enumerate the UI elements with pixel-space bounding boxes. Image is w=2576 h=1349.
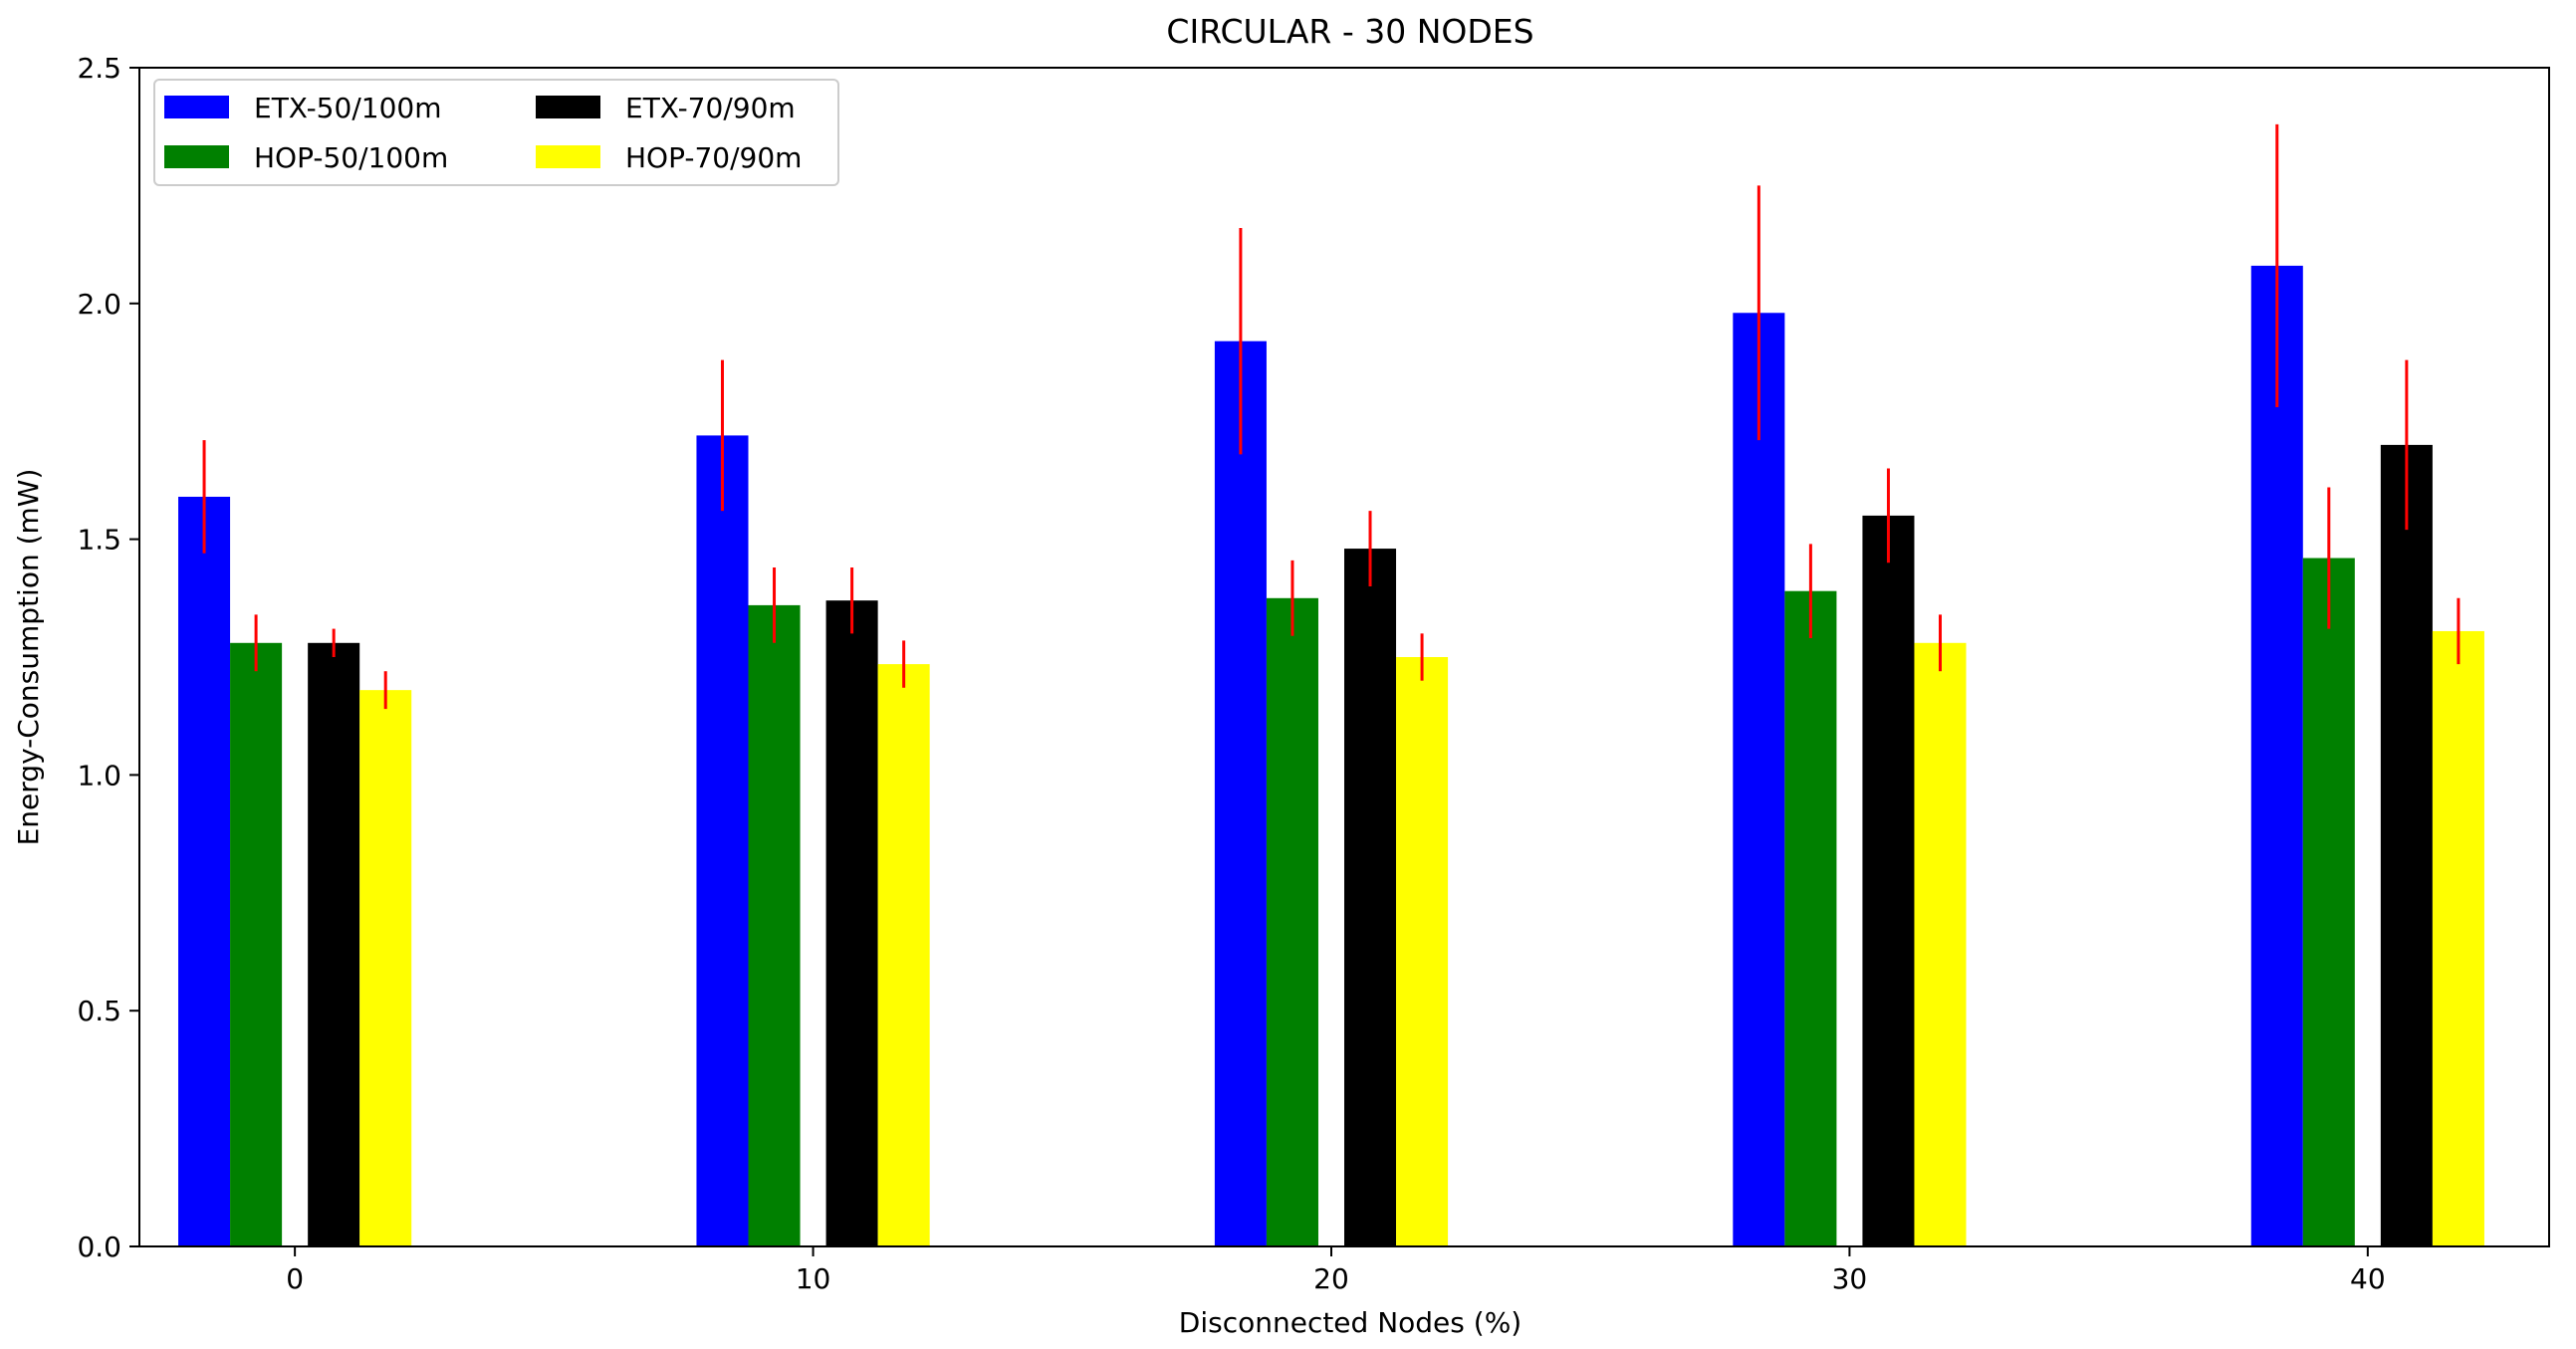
error-bars-layer — [202, 123, 2460, 710]
legend-label-HOP-70/90m: HOP-70/90m — [625, 141, 802, 174]
x-tick-label: 20 — [1313, 1262, 1349, 1295]
bar-ETX-50/100m-10 — [696, 435, 749, 1247]
x-axis-label: Disconnected Nodes (%) — [1179, 1306, 1522, 1339]
x-tick-label: 0 — [286, 1262, 304, 1295]
bar-HOP-50/100m-0 — [230, 642, 283, 1246]
bar-HOP-70/90m-10 — [877, 664, 930, 1246]
legend-swatch-ETX-70/90m — [536, 96, 600, 118]
bar-ETX-50/100m-20 — [1214, 340, 1267, 1246]
bar-ETX-50/100m-30 — [1733, 313, 1785, 1247]
chart-title: CIRCULAR - 30 NODES — [1166, 12, 1533, 51]
legend-frame — [153, 79, 839, 186]
y-tick-label: 2.5 — [77, 52, 121, 85]
y-tick-label: 1.5 — [77, 524, 121, 557]
bar-ETX-70/90m-10 — [825, 600, 878, 1246]
bar-HOP-70/90m-30 — [1914, 642, 1967, 1246]
x-tick-label: 10 — [796, 1262, 831, 1295]
y-tick-label: 1.0 — [77, 759, 121, 791]
x-axis: 0 10 20 30 40 — [286, 1246, 2386, 1295]
bar-ETX-70/90m-0 — [308, 642, 360, 1246]
y-axis-label: Energy-Consumption (mW) — [12, 469, 45, 846]
bar-HOP-70/90m-40 — [2432, 630, 2484, 1246]
legend-swatch-ETX-50/100m — [164, 96, 229, 118]
bar-ETX-50/100m-40 — [2250, 265, 2303, 1246]
bar-HOP-50/100m-20 — [1266, 597, 1318, 1246]
bar-HOP-50/100m-10 — [748, 604, 801, 1246]
bar-ETX-50/100m-0 — [178, 496, 231, 1246]
legend-label-ETX-70/90m: ETX-70/90m — [625, 92, 796, 124]
y-axis: 0.0 0.5 1.0 1.5 2.0 2.5 — [77, 52, 139, 1263]
x-tick-label: 30 — [1832, 1262, 1868, 1295]
bar-HOP-70/90m-20 — [1396, 657, 1449, 1246]
bar-ETX-70/90m-40 — [2380, 444, 2433, 1246]
bars-layer — [178, 265, 2484, 1247]
y-tick-label: 0.0 — [77, 1231, 121, 1263]
plot-frame — [138, 67, 2550, 1247]
legend-label-HOP-50/100m: HOP-50/100m — [254, 141, 448, 174]
legend-label-ETX-50/100m: ETX-50/100m — [254, 92, 441, 124]
legend: ETX-50/100m HOP-50/100m ETX-70/90m HOP-70/9… — [153, 79, 839, 186]
bar-ETX-70/90m-30 — [1862, 515, 1915, 1246]
y-tick-label: 2.0 — [77, 288, 121, 321]
y-tick-label: 0.5 — [77, 995, 121, 1027]
legend-swatch-HOP-50/100m — [164, 145, 229, 168]
bar-HOP-70/90m-0 — [359, 690, 412, 1246]
legend-swatch-HOP-70/90m — [536, 145, 600, 168]
bar-HOP-50/100m-40 — [2302, 558, 2355, 1246]
bar-HOP-50/100m-30 — [1784, 590, 1837, 1246]
x-tick-label: 40 — [2350, 1262, 2386, 1295]
bar-ETX-70/90m-20 — [1344, 549, 1397, 1246]
